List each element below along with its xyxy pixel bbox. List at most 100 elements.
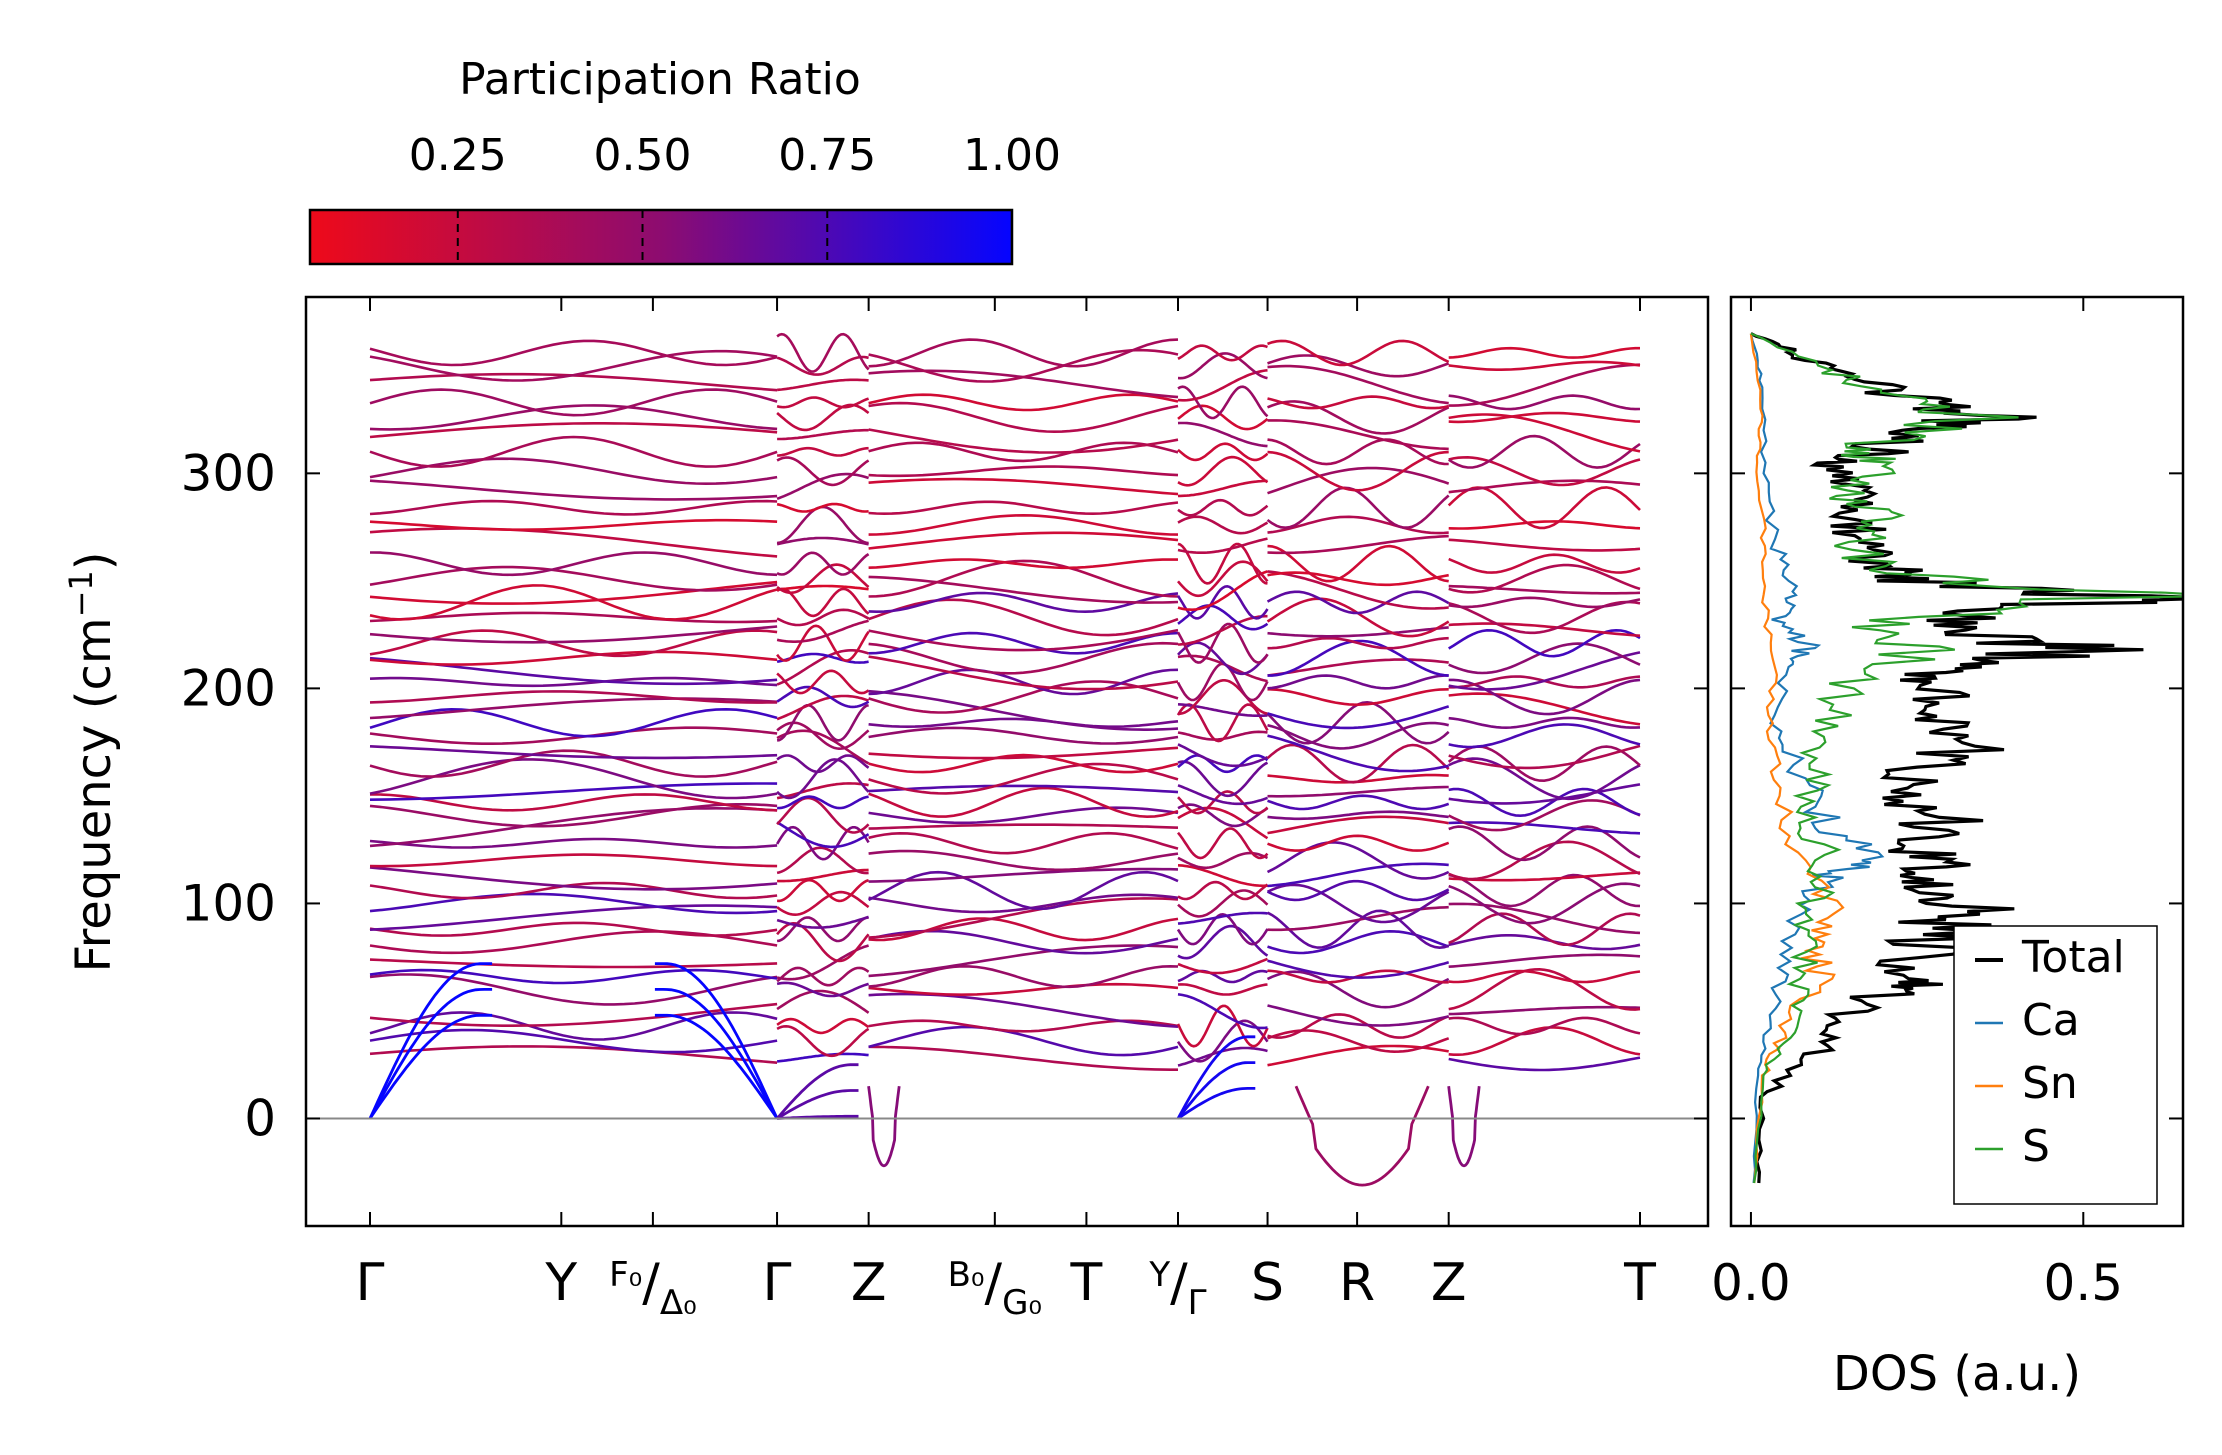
legend-label: Ca (2022, 995, 2080, 1046)
phonon-branch (777, 878, 869, 903)
phonon-branch (369, 580, 778, 605)
phonon-branch (868, 1045, 1178, 1071)
phonon-branch (868, 893, 1179, 914)
phonon-branch (1177, 957, 1268, 975)
phonon-branch (868, 982, 1179, 997)
phonon-branch (1266, 590, 1450, 615)
phonon-branch (1177, 983, 1268, 996)
phonon-branch (1448, 723, 1641, 749)
phonon-branch (776, 1017, 870, 1035)
phonon-branch (1177, 654, 1268, 683)
phonon-branch (369, 881, 778, 900)
phonon-branch (1448, 744, 1641, 770)
phonon-branch (1448, 799, 1641, 832)
phonon-branch (1267, 834, 1450, 852)
phonon-branch (868, 870, 1179, 911)
phonon-branch (1448, 538, 1641, 552)
phonon-branch (369, 551, 778, 577)
phonon-branch (1177, 498, 1269, 517)
phonon-branch (1267, 1029, 1450, 1054)
colorbar-gradient (308, 208, 1014, 266)
phonon-branch (776, 403, 870, 432)
acoustic-branch (1176, 1035, 1256, 1120)
phonon-branch (1448, 757, 1641, 801)
phonon-branch (1266, 486, 1450, 530)
phonon-branch (868, 441, 1179, 463)
phonon-branch (1177, 911, 1268, 925)
phonon-branch (1267, 354, 1450, 378)
phonon-branch (776, 1024, 870, 1058)
phonon-branch (369, 422, 778, 439)
phonon-branch (1267, 794, 1450, 811)
phonon-branch (1448, 651, 1641, 691)
phonon-branch (1448, 413, 1641, 453)
dos-tick-label: 0.0 (1711, 1254, 1791, 1312)
phonon-branch (868, 338, 1179, 368)
phonon-branch (1448, 1056, 1641, 1072)
phonon-branch (777, 795, 869, 810)
phonon-branch (369, 707, 778, 738)
phonon-branch (776, 989, 870, 1014)
phonon-branch (1267, 969, 1449, 984)
phonon-branch (1267, 658, 1449, 677)
phonon-branch (1267, 810, 1449, 821)
phonon-branch (868, 717, 1179, 729)
frequency-axis-label: Frequency (cm−1) (62, 551, 122, 972)
dos-legend: Total Ca Sn S (1953, 925, 2158, 1205)
phonon-branch (776, 694, 870, 721)
dos-line-s (1750, 332, 2183, 1184)
phonon-branch (1448, 902, 1641, 935)
phonon-branch (1267, 419, 1449, 451)
phonon-branch (369, 726, 778, 745)
phonon-branch (369, 518, 778, 531)
acoustic-branch (1176, 1061, 1256, 1120)
phonon-branch (369, 349, 778, 382)
colorbar-tick-label: 0.50 (594, 130, 692, 181)
frequency-tick-label: 0 (244, 1089, 276, 1147)
phonon-branch (776, 624, 870, 662)
phonon-branch (1267, 571, 1449, 587)
phonon-branch (776, 502, 869, 513)
legend-label: Total (2021, 932, 2125, 983)
colorbar-tick-label: 0.25 (409, 130, 507, 181)
phonon-branch (1448, 346, 1640, 359)
colorbar-tick-label: 1.00 (963, 130, 1061, 181)
phonon-branch (369, 676, 778, 688)
phonon-branch (776, 729, 870, 765)
phonon-branch (369, 372, 778, 392)
phonon-branch (868, 992, 1179, 1028)
phonon-branch (868, 591, 1179, 614)
phonon-branch (369, 584, 778, 621)
phonon-branch (1266, 879, 1450, 902)
phonon-branch (369, 625, 778, 644)
phonon-branch (369, 690, 778, 704)
imaginary-mode (1447, 1086, 1481, 1168)
frequency-tick-label: 300 (181, 444, 276, 502)
phonon-branch (868, 823, 1179, 830)
phonon-branch (1267, 534, 1449, 555)
phonon-branch (1177, 760, 1269, 798)
phonon-branch (868, 753, 1179, 774)
phonon-branch (1448, 934, 1641, 951)
phonon-branch (868, 477, 1179, 496)
phonon-branch (1177, 743, 1269, 768)
phonon-branch (776, 649, 870, 686)
phonon-branch (1267, 785, 1449, 798)
phonon-branch (369, 793, 778, 812)
phonon-branch (1267, 339, 1450, 367)
phonon-branch (1176, 622, 1269, 664)
phonon-branch (1267, 1004, 1449, 1027)
colorbar-tick-label: 0.75 (778, 130, 876, 181)
phonon-branch (868, 689, 1179, 732)
phonon-branch (776, 1052, 869, 1063)
phonon-branch (1267, 905, 1449, 932)
phonon-branch (1177, 924, 1269, 960)
phonon-branch (776, 456, 870, 487)
phonon-branch (1267, 544, 1449, 583)
phonon-branch (1448, 520, 1641, 530)
phonon-branch (1448, 825, 1641, 862)
phonon-branch (369, 1028, 778, 1054)
phonon-branch (1177, 352, 1268, 380)
phonon-branch (1448, 873, 1641, 908)
phonon-branch (1267, 705, 1450, 730)
